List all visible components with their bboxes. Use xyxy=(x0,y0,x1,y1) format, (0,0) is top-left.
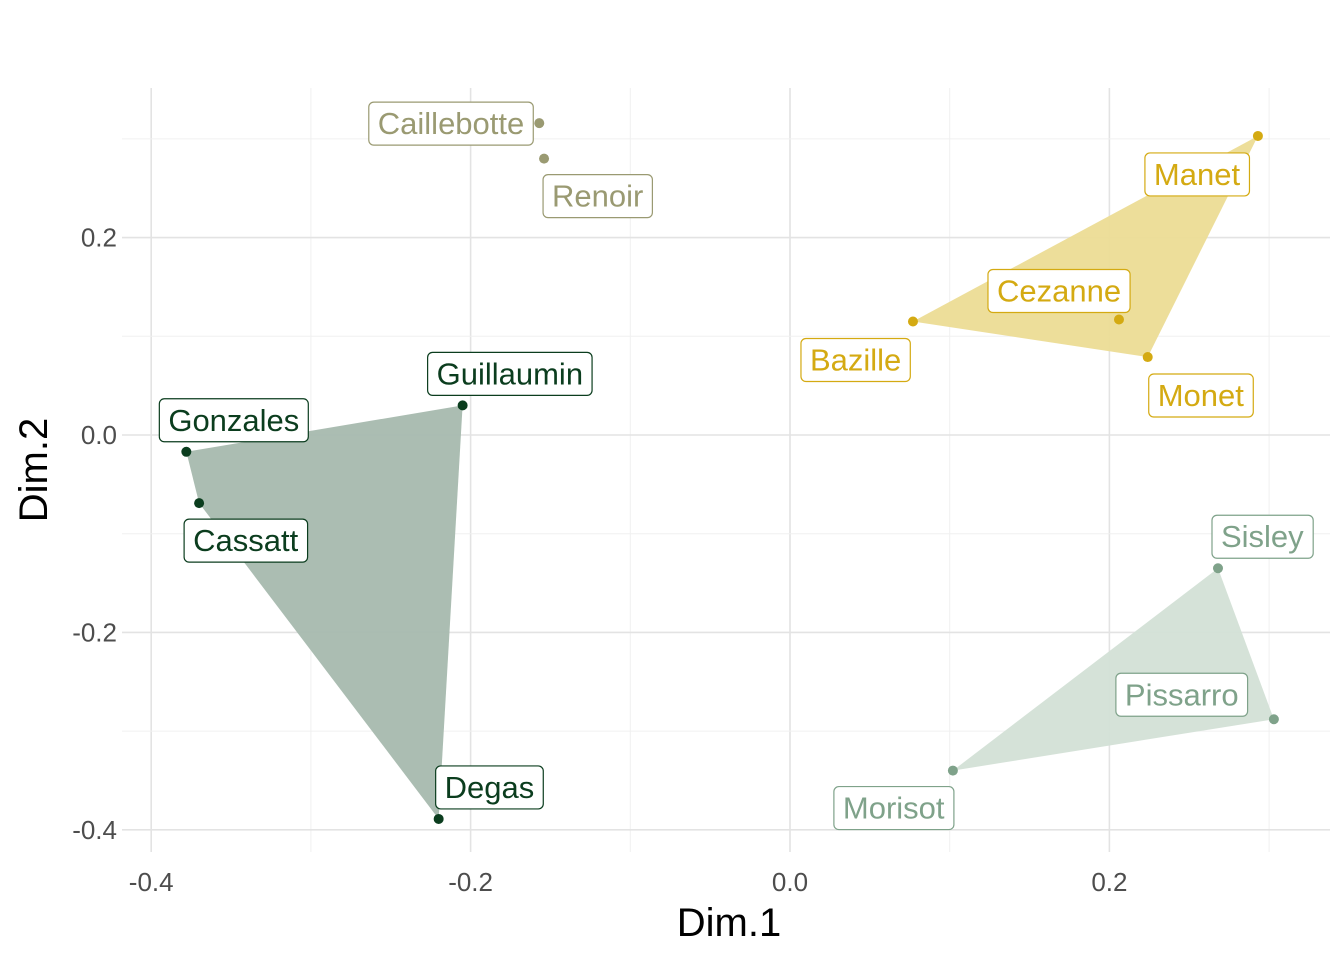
data-point xyxy=(1268,714,1279,725)
point-label: Morisot xyxy=(833,785,955,831)
point-label: Bazille xyxy=(800,337,911,383)
data-point xyxy=(534,118,545,129)
cluster-hull xyxy=(952,568,1274,771)
point-label-text: Cezanne xyxy=(997,274,1121,309)
y-tick-label: 0.2 xyxy=(81,223,117,253)
point-label-box xyxy=(987,268,1131,314)
point-label-text: Pissarro xyxy=(1125,677,1239,712)
y-tick-labels: -0.4 -0.2 0.0 0.2 xyxy=(72,223,117,845)
point-label-text: Renoir xyxy=(552,179,643,214)
x-tick-labels: -0.4 -0.2 0.0 0.2 xyxy=(129,867,1128,897)
point-label: Guillaumin xyxy=(427,351,593,396)
point-label-text: Degas xyxy=(445,770,535,805)
data-point xyxy=(457,400,468,411)
point-label: Pissarro xyxy=(1115,672,1249,717)
x-tick-label: 0.2 xyxy=(1091,867,1127,897)
point-label-box xyxy=(1211,514,1314,559)
point-labels: Caillebotte Renoir Manet Cezanne Bazille Mone… xyxy=(158,101,1314,831)
data-point xyxy=(181,446,192,457)
point-label: Sisley xyxy=(1211,514,1314,559)
point-label-text: Guillaumin xyxy=(437,356,583,391)
point-label-box xyxy=(435,765,544,810)
data-point xyxy=(1142,352,1153,363)
y-tick-label: 0.0 xyxy=(81,420,117,450)
point-label-box xyxy=(833,785,955,831)
point-label-text: Monet xyxy=(1158,378,1245,413)
point-label: Manet xyxy=(1144,152,1251,197)
point-label-box xyxy=(183,518,309,563)
point-label-box xyxy=(368,101,534,146)
point-label-box xyxy=(1144,152,1251,197)
data-points xyxy=(181,118,1279,824)
data-point xyxy=(433,813,444,824)
data-point xyxy=(539,153,550,164)
point-label-box xyxy=(427,351,593,396)
y-tick-label: -0.2 xyxy=(72,617,117,647)
point-label: Gonzales xyxy=(158,398,309,443)
point-label-text: Bazille xyxy=(810,342,901,377)
point-label: Monet xyxy=(1148,373,1254,418)
point-label: Renoir xyxy=(542,174,653,219)
point-label: Degas xyxy=(435,765,544,810)
x-tick-label: 0.0 xyxy=(772,867,808,897)
point-label-box xyxy=(1115,672,1249,717)
point-label: Caillebotte xyxy=(368,101,534,146)
y-axis-title: Dim.2 xyxy=(12,418,56,522)
point-label-box xyxy=(542,174,653,219)
point-label-text: Morisot xyxy=(843,791,945,826)
data-point xyxy=(907,316,918,327)
data-point xyxy=(1113,314,1124,325)
point-label-text: Caillebotte xyxy=(378,106,524,141)
y-tick-label: -0.4 xyxy=(72,815,117,845)
point-label-box xyxy=(158,398,309,443)
point-label-text: Manet xyxy=(1154,157,1241,192)
x-tick-label: -0.2 xyxy=(448,867,493,897)
point-label: Cezanne xyxy=(987,268,1131,314)
data-point xyxy=(1212,563,1223,574)
point-label: Cassatt xyxy=(183,518,309,563)
point-label-text: Gonzales xyxy=(168,403,299,438)
cluster-hull xyxy=(186,405,463,819)
data-point xyxy=(1252,130,1263,141)
x-tick-label: -0.4 xyxy=(129,867,174,897)
point-label-text: Sisley xyxy=(1221,519,1304,554)
x-axis-title: Dim.1 xyxy=(677,901,781,945)
data-point xyxy=(194,498,205,509)
data-point xyxy=(947,765,958,776)
point-label-text: Cassatt xyxy=(193,523,298,558)
point-label-box xyxy=(800,337,911,383)
point-label-box xyxy=(1148,373,1254,418)
